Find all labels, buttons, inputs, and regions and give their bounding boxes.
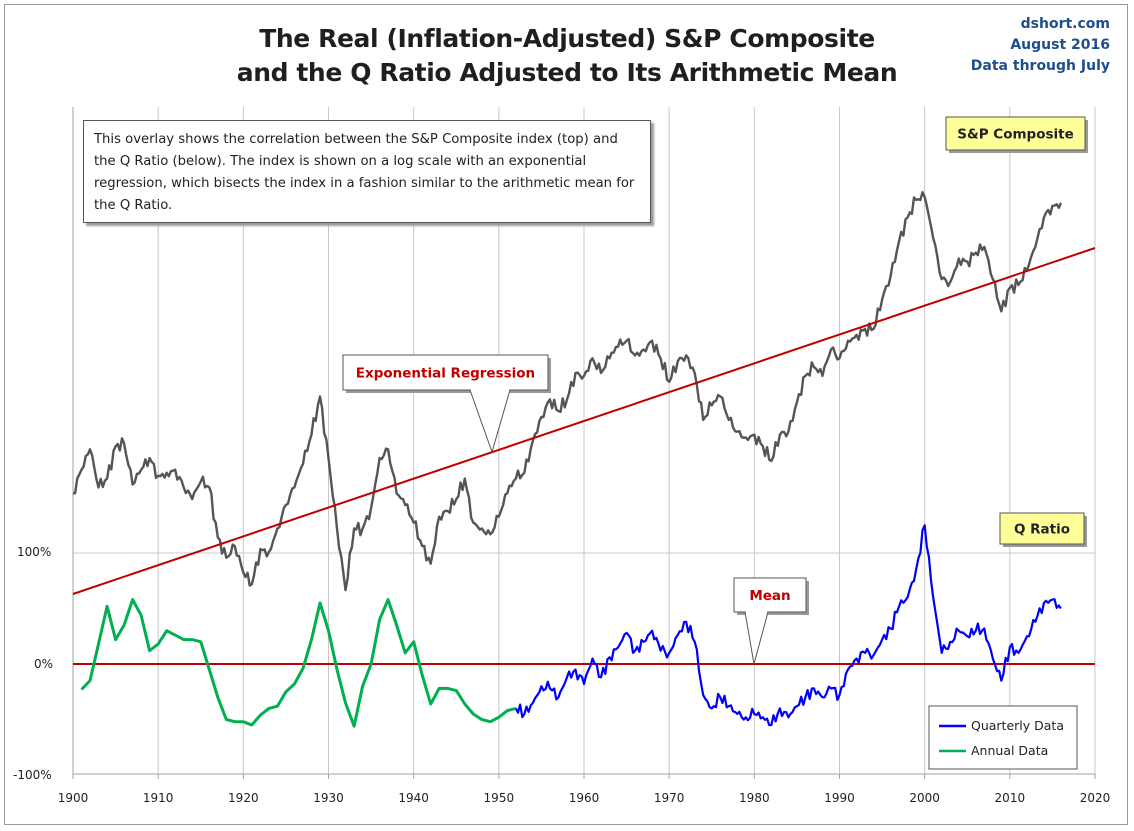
legend-box [928, 705, 1078, 770]
x-tick-2010: 2010 [995, 791, 1026, 805]
legend-label-quarterly: Quarterly Data [971, 718, 1064, 733]
q-ratio-label-box [999, 512, 1085, 545]
callouts: S&P Composite Q Ratio Exponential Regressi… [342, 116, 1088, 665]
sp-composite-label: S&P Composite [945, 116, 1088, 153]
x-tick-1940: 1940 [398, 791, 429, 805]
legend: Quarterly Data Annual Data [928, 705, 1078, 770]
overlay-note: This overlay shows the correlation betwe… [83, 120, 651, 223]
x-tick-1960: 1960 [569, 791, 600, 805]
chart-title: The Real (Inflation-Adjusted) S&P Compos… [0, 22, 1134, 90]
x-tick-1980: 1980 [739, 791, 770, 805]
x-tick-1920: 1920 [228, 791, 259, 805]
y-tick-0: 0% [34, 657, 54, 671]
q-ratio-label-text: Q Ratio [1014, 522, 1070, 538]
source-site: dshort.com [1020, 16, 1110, 32]
x-tick-2000: 2000 [909, 791, 940, 805]
sp-composite-label-text: S&P Composite [957, 127, 1074, 143]
y-tick-minus-100: -100% [13, 768, 52, 782]
sp-composite-label-box [945, 116, 1086, 151]
exponential-regression-callout: Exponential Regression [342, 354, 551, 454]
q-annual-line [80, 598, 517, 728]
x-tick-2020: 2020 [1080, 791, 1111, 805]
x-tick-1950: 1950 [484, 791, 515, 805]
q-ratio-label: Q Ratio [999, 512, 1087, 547]
source-date: August 2016 [1010, 37, 1110, 53]
legend-label-annual: Annual Data [971, 743, 1048, 758]
x-tick-1930: 1930 [313, 791, 344, 805]
x-tick-1990: 1990 [824, 791, 855, 805]
mean-callout: Mean [733, 577, 809, 665]
mean-callout-text: Mean [749, 588, 790, 604]
title-line-2: and the Q Ratio Adjusted to Its Arithmet… [236, 58, 898, 87]
x-tick-labels: 1900 1910 1920 1930 1940 1950 1960 1970 1980 1990… [58, 791, 1111, 805]
series-layer [72, 191, 1096, 728]
title-line-1: The Real (Inflation-Adjusted) S&P Compos… [259, 24, 875, 53]
exponential-regression-line [72, 247, 1096, 595]
axes [72, 107, 1096, 779]
x-tick-1970: 1970 [654, 791, 685, 805]
exponential-regression-callout-text: Exponential Regression [356, 366, 535, 382]
mean-callout-box [733, 577, 807, 613]
exponential-regression-callout-box [342, 354, 549, 391]
mean-callout-pointer [744, 611, 769, 665]
x-tick-1900: 1900 [58, 791, 89, 805]
exponential-regression-callout-pointer [469, 389, 511, 454]
source-data-through: Data through July [970, 58, 1110, 74]
sp-composite-line [72, 191, 1063, 592]
source-credit: dshort.com August 2016 Data through July [971, 14, 1110, 77]
x-tick-1910: 1910 [143, 791, 174, 805]
y-tick-100: 100% [17, 545, 52, 559]
q-quarterly-line [514, 524, 1062, 727]
